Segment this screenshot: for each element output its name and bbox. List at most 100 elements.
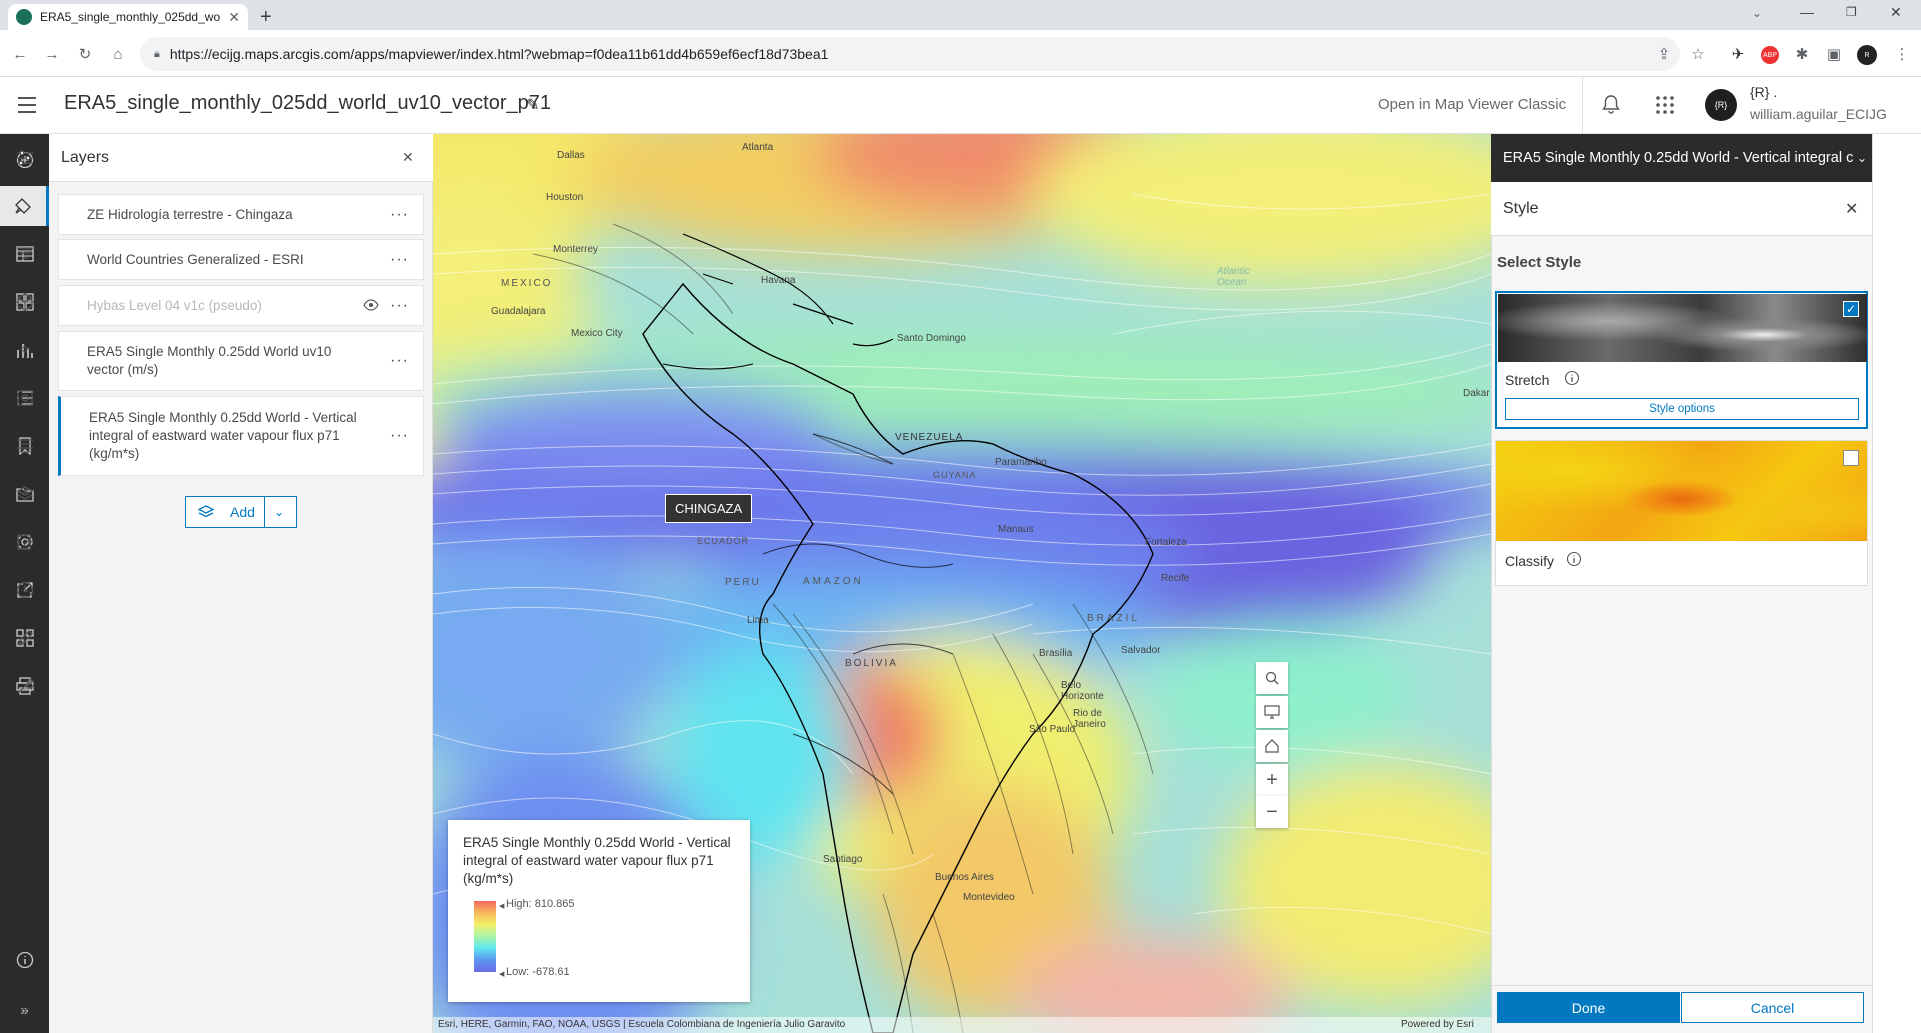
classify-style-card[interactable]: Classify (1495, 440, 1868, 586)
add-layer-button[interactable]: Add ⌄ (185, 496, 297, 528)
close-tab-icon[interactable]: ✕ (228, 8, 240, 25)
hamburger-menu-icon[interactable] (18, 97, 36, 113)
minimize-window-button[interactable]: — (1800, 4, 1814, 20)
effects-icon[interactable] (0, 282, 49, 322)
url-text: https://ecijg.maps.arcgis.com/apps/mapvi… (169, 46, 829, 62)
powered-by-esri[interactable]: Powered by Esri (1401, 1019, 1474, 1030)
forward-icon[interactable]: → (44, 45, 60, 63)
stretch-info-icon[interactable] (1564, 370, 1580, 386)
tab-search-icon[interactable]: ⌄ (1752, 6, 1763, 20)
classify-checkbox[interactable] (1843, 450, 1859, 466)
app-launcher-icon[interactable] (1655, 95, 1675, 115)
back-icon[interactable]: ← (12, 45, 28, 63)
extension-1-icon[interactable]: ✈ (1731, 46, 1745, 63)
collapse-panel-icon[interactable]: « (20, 1001, 29, 1019)
map-label: Brasília (1039, 648, 1073, 659)
layer-item[interactable]: Hybas Level 04 v1c (pseudo) ··· (58, 285, 424, 326)
open-classic-link[interactable]: Open in Map Viewer Classic (1378, 96, 1567, 113)
layer-selector-dropdown[interactable]: ERA5 Single Monthly 0.25dd World - Verti… (1491, 134, 1872, 182)
layer-options-icon[interactable]: ··· (390, 352, 409, 369)
map-label: Rio de Janeiro (1073, 708, 1106, 730)
map-search-button[interactable] (1256, 662, 1288, 694)
map-label: Paramaribo (995, 457, 1047, 468)
classify-preview-image (1496, 441, 1867, 541)
avatar-text: {R} (1714, 100, 1728, 110)
layer-title: ERA5 Single Monthly 0.25dd World - Verti… (89, 410, 357, 461)
adblock-icon[interactable]: ABP (1761, 46, 1779, 64)
home-icon[interactable]: ⌂ (113, 45, 123, 63)
stretch-style-card[interactable]: ✓ Stretch Style options (1495, 291, 1868, 429)
labels-icon[interactable] (0, 426, 49, 466)
share-icon[interactable]: ⇪ (1657, 46, 1671, 63)
zoom-out-button[interactable]: − (1256, 796, 1288, 828)
map-label: Salvador (1121, 645, 1161, 656)
map-label: Havana (761, 275, 796, 286)
classify-info-icon[interactable] (1566, 551, 1582, 567)
close-layers-icon[interactable]: ✕ (402, 149, 414, 165)
layer-options-icon[interactable]: ··· (390, 427, 409, 444)
map-display-button[interactable] (1256, 696, 1288, 728)
restore-window-button[interactable]: ❐ (1846, 5, 1857, 19)
bookmark-star-icon[interactable]: ☆ (1691, 46, 1705, 63)
globe-icon (16, 9, 32, 25)
browser-menu-icon[interactable]: ⋮ (1894, 46, 1910, 63)
basemap-icon[interactable] (0, 282, 49, 322)
app-header (0, 77, 1921, 134)
layers-panel-header (49, 134, 433, 182)
profile-avatar-icon[interactable]: R (1857, 45, 1877, 65)
address-bar[interactable]: 🔒︎ https://ecijg.maps.arcgis.com/apps/ma… (140, 37, 1680, 71)
map-label: Santiago (823, 854, 863, 865)
side-panel-icon[interactable]: ▣ (1826, 46, 1842, 63)
layer-options-icon[interactable]: ··· (390, 205, 409, 223)
popups-icon[interactable] (0, 474, 49, 514)
reload-icon[interactable]: ↻ (78, 46, 92, 63)
map-label: Manaus (998, 524, 1034, 535)
close-window-button[interactable]: ✕ (1890, 4, 1902, 20)
styles-icon[interactable] (0, 186, 49, 226)
new-tab-button[interactable]: + (260, 6, 272, 28)
user-name: william.aguilar_ECIJG (1750, 106, 1887, 122)
filter-icon[interactable] (0, 234, 49, 274)
properties-sliders-icon[interactable] (0, 138, 49, 178)
style-panel-header (1491, 182, 1872, 236)
map-home-button[interactable] (1256, 730, 1288, 762)
stretch-checkbox[interactable]: ✓ (1843, 301, 1859, 317)
layer-item[interactable]: World Countries Generalized - ESRI ··· (58, 239, 424, 280)
expand-toolbar-icon[interactable]: » (20, 1001, 29, 1019)
layer-item[interactable]: ZE Hidrología terrestre - Chingaza ··· (58, 194, 424, 235)
browser-tab[interactable]: ERA5_single_monthly_025dd_wo ✕ (8, 4, 248, 30)
zoom-in-button[interactable]: + (1256, 764, 1288, 796)
chevron-down-icon[interactable]: ⌄ (274, 505, 285, 519)
info-icon[interactable] (0, 940, 49, 980)
map-label: GUYANA (933, 470, 977, 480)
sketch-icon[interactable] (0, 618, 49, 658)
style-options-button[interactable]: Style options (1505, 398, 1859, 420)
layer-item-selected[interactable]: ERA5 Single Monthly 0.25dd World - Verti… (58, 396, 424, 476)
extensions-puzzle-icon[interactable]: ✱ (1795, 46, 1809, 63)
visibility-eye-icon[interactable] (363, 299, 379, 311)
chingaza-popup-label[interactable]: CHINGAZA (665, 494, 753, 523)
close-style-icon[interactable]: ✕ (1845, 201, 1859, 218)
map-label: Mexico City (571, 328, 623, 339)
style-panel-title: Style (1503, 200, 1539, 217)
edit-title-icon[interactable]: ✎ (526, 97, 540, 114)
edit-icon[interactable] (0, 522, 49, 562)
stretch-preview-image (1498, 294, 1867, 362)
notifications-bell-icon[interactable] (1600, 93, 1622, 115)
layer-options-icon[interactable]: ··· (390, 296, 409, 314)
map-label: Montevideo (963, 892, 1015, 903)
charts-icon[interactable] (0, 330, 49, 370)
legend-high-label: High: 810.865 (506, 898, 575, 910)
layer-options-icon[interactable]: ··· (390, 250, 409, 268)
image-collection-icon[interactable] (0, 378, 49, 418)
cancel-button[interactable]: Cancel (1681, 992, 1864, 1023)
time-clock-icon[interactable] (0, 570, 49, 610)
add-button-label: Add (230, 504, 255, 520)
user-avatar[interactable]: {R} (1705, 89, 1737, 121)
measurement-wrench-icon[interactable] (0, 666, 49, 706)
done-button[interactable]: Done (1497, 992, 1680, 1023)
legend-low-label: Low: -678.61 (506, 966, 570, 978)
map-label: Lima (747, 615, 769, 626)
processing-icon[interactable]: ✧ (17, 342, 32, 359)
layer-item[interactable]: ERA5 Single Monthly 0.25dd World uv10 ve… (58, 331, 424, 391)
